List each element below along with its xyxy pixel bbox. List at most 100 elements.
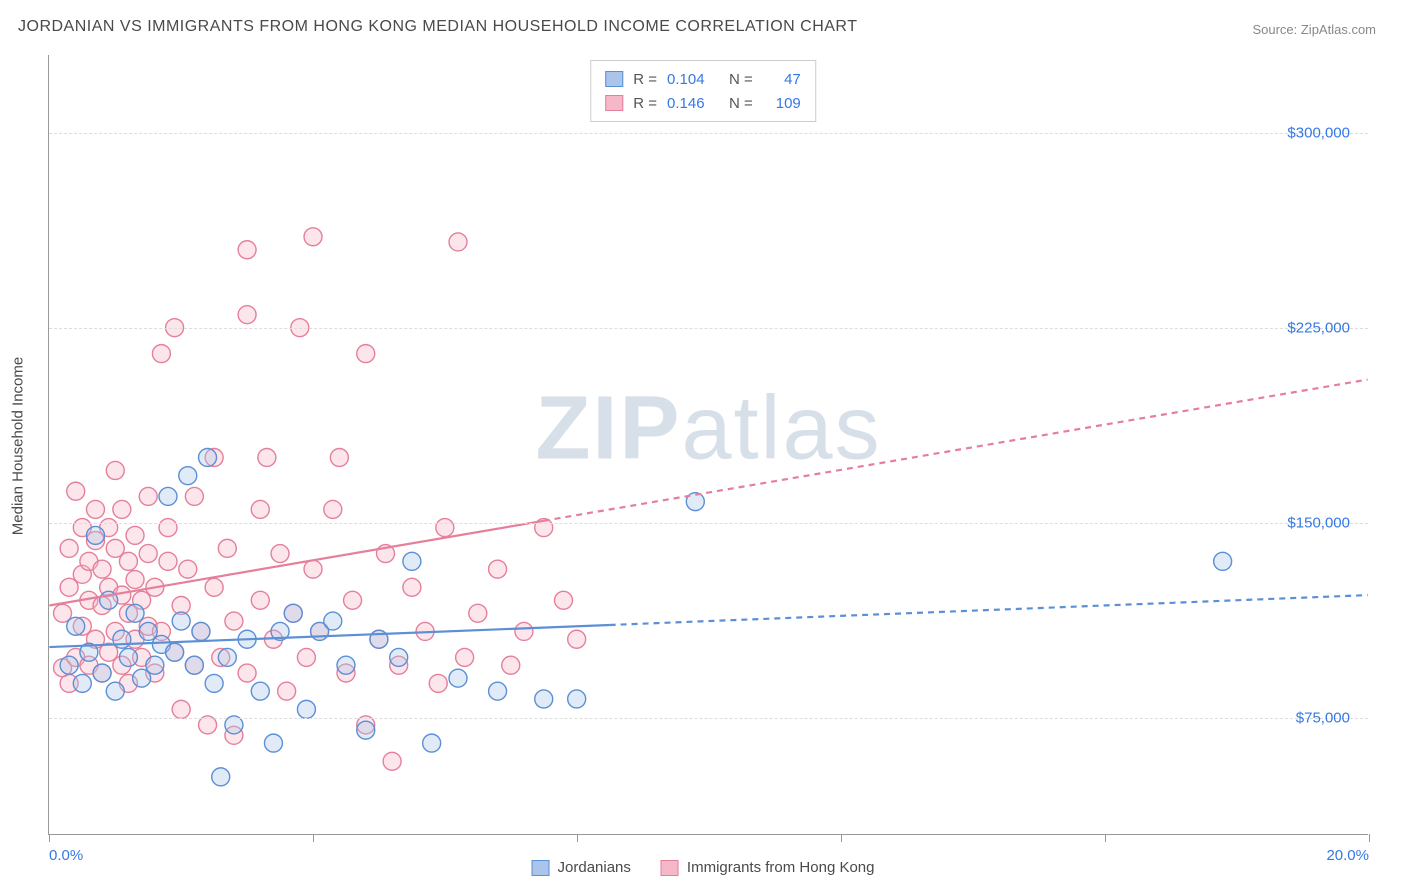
scatter-point-hongkong	[278, 682, 296, 700]
scatter-point-hongkong	[297, 648, 315, 666]
scatter-point-jordanians	[86, 526, 104, 544]
scatter-point-jordanians	[185, 656, 203, 674]
scatter-point-jordanians	[205, 674, 223, 692]
scatter-point-hongkong	[324, 500, 342, 518]
scatter-point-jordanians	[93, 664, 111, 682]
scatter-point-jordanians	[126, 604, 144, 622]
scatter-point-hongkong	[456, 648, 474, 666]
scatter-point-hongkong	[179, 560, 197, 578]
scatter-point-hongkong	[106, 461, 124, 479]
legend-row-hongkong: R = 0.146 N = 109	[605, 91, 801, 115]
scatter-point-hongkong	[357, 345, 375, 363]
scatter-point-hongkong	[139, 487, 157, 505]
plot-area: ZIPatlas $75,000$150,000$225,000$300,000…	[48, 55, 1368, 835]
chart-container: JORDANIAN VS IMMIGRANTS FROM HONG KONG M…	[0, 0, 1406, 892]
scatter-point-hongkong	[436, 519, 454, 537]
scatter-point-jordanians	[106, 682, 124, 700]
gridline-h	[49, 133, 1368, 134]
scatter-point-hongkong	[568, 630, 586, 648]
n-prefix-2: N =	[729, 95, 753, 112]
scatter-point-hongkong	[113, 500, 131, 518]
trend-dashed-jordanians	[610, 595, 1368, 625]
scatter-point-jordanians	[146, 656, 164, 674]
scatter-point-jordanians	[212, 768, 230, 786]
scatter-point-hongkong	[126, 526, 144, 544]
x-tick-label: 20.0%	[1326, 847, 1369, 864]
scatter-point-jordanians	[192, 622, 210, 640]
trend-dashed-hongkong	[544, 380, 1368, 521]
r-prefix: R =	[633, 71, 657, 88]
legend-item-jordanians: Jordanians	[532, 859, 631, 876]
scatter-point-hongkong	[383, 752, 401, 770]
scatter-point-jordanians	[172, 612, 190, 630]
scatter-point-jordanians	[67, 617, 85, 635]
x-tick	[1105, 834, 1106, 842]
legend-label-hongkong: Immigrants from Hong Kong	[687, 859, 875, 876]
scatter-point-jordanians	[449, 669, 467, 687]
scatter-point-hongkong	[258, 448, 276, 466]
scatter-point-jordanians	[423, 734, 441, 752]
x-tick	[313, 834, 314, 842]
scatter-point-jordanians	[337, 656, 355, 674]
scatter-point-jordanians	[284, 604, 302, 622]
scatter-point-hongkong	[251, 591, 269, 609]
x-tick	[841, 834, 842, 842]
legend-item-hongkong: Immigrants from Hong Kong	[661, 859, 875, 876]
scatter-point-hongkong	[205, 578, 223, 596]
scatter-point-hongkong	[172, 700, 190, 718]
scatter-point-jordanians	[73, 674, 91, 692]
scatter-point-hongkong	[238, 664, 256, 682]
scatter-point-jordanians	[166, 643, 184, 661]
scatter-point-jordanians	[264, 734, 282, 752]
scatter-point-hongkong	[502, 656, 520, 674]
scatter-point-jordanians	[113, 630, 131, 648]
legend-label-jordanians: Jordanians	[558, 859, 631, 876]
legend-swatch-hongkong	[661, 860, 679, 876]
scatter-point-hongkong	[119, 552, 137, 570]
swatch-hongkong	[605, 95, 623, 111]
scatter-point-hongkong	[225, 612, 243, 630]
scatter-point-jordanians	[159, 487, 177, 505]
n-value-jordanians: 47	[763, 71, 801, 88]
scatter-point-hongkong	[554, 591, 572, 609]
scatter-point-hongkong	[469, 604, 487, 622]
scatter-point-jordanians	[568, 690, 586, 708]
scatter-point-hongkong	[304, 228, 322, 246]
chart-title: JORDANIAN VS IMMIGRANTS FROM HONG KONG M…	[18, 18, 857, 36]
y-tick-label: $150,000	[1287, 515, 1350, 532]
scatter-point-jordanians	[535, 690, 553, 708]
gridline-h	[49, 328, 1368, 329]
scatter-point-hongkong	[344, 591, 362, 609]
correlation-legend: R = 0.104 N = 47 R = 0.146 N = 109	[590, 60, 816, 122]
bottom-legend: Jordanians Immigrants from Hong Kong	[532, 859, 875, 876]
scatter-point-hongkong	[218, 539, 236, 557]
scatter-point-jordanians	[60, 656, 78, 674]
gridline-h	[49, 718, 1368, 719]
scatter-point-hongkong	[185, 487, 203, 505]
scatter-point-jordanians	[179, 467, 197, 485]
scatter-point-jordanians	[297, 700, 315, 718]
r-prefix-2: R =	[633, 95, 657, 112]
legend-row-jordanians: R = 0.104 N = 47	[605, 67, 801, 91]
scatter-point-jordanians	[1214, 552, 1232, 570]
y-tick-label: $225,000	[1287, 320, 1350, 337]
n-value-hongkong: 109	[763, 95, 801, 112]
y-tick-label: $300,000	[1287, 125, 1350, 142]
r-value-jordanians: 0.104	[667, 71, 719, 88]
scatter-point-hongkong	[403, 578, 421, 596]
x-tick	[49, 834, 50, 842]
y-tick-label: $75,000	[1296, 710, 1350, 727]
scatter-point-hongkong	[93, 560, 111, 578]
scatter-point-jordanians	[218, 648, 236, 666]
scatter-point-hongkong	[86, 500, 104, 518]
scatter-point-jordanians	[251, 682, 269, 700]
y-axis-title: Median Household Income	[10, 357, 27, 535]
scatter-point-hongkong	[429, 674, 447, 692]
scatter-point-hongkong	[159, 519, 177, 537]
scatter-point-hongkong	[271, 545, 289, 563]
scatter-point-hongkong	[67, 482, 85, 500]
r-value-hongkong: 0.146	[667, 95, 719, 112]
scatter-point-hongkong	[515, 622, 533, 640]
x-tick	[1369, 834, 1370, 842]
scatter-point-hongkong	[304, 560, 322, 578]
